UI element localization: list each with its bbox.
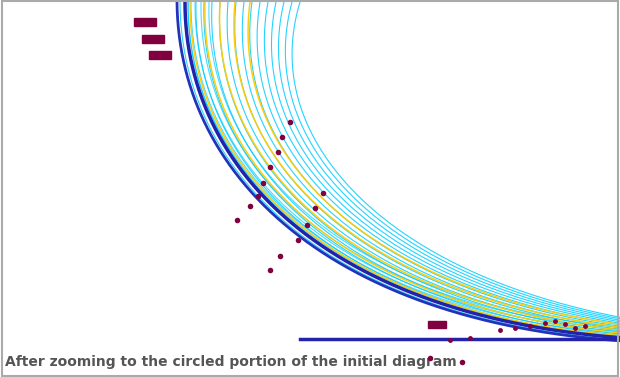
Text: After zooming to the circled portion of the initial diagram: After zooming to the circled portion of … [5,355,457,369]
Bar [142,35,164,43]
Bar [428,321,446,328]
Bar [149,51,171,59]
Bar [134,18,156,26]
